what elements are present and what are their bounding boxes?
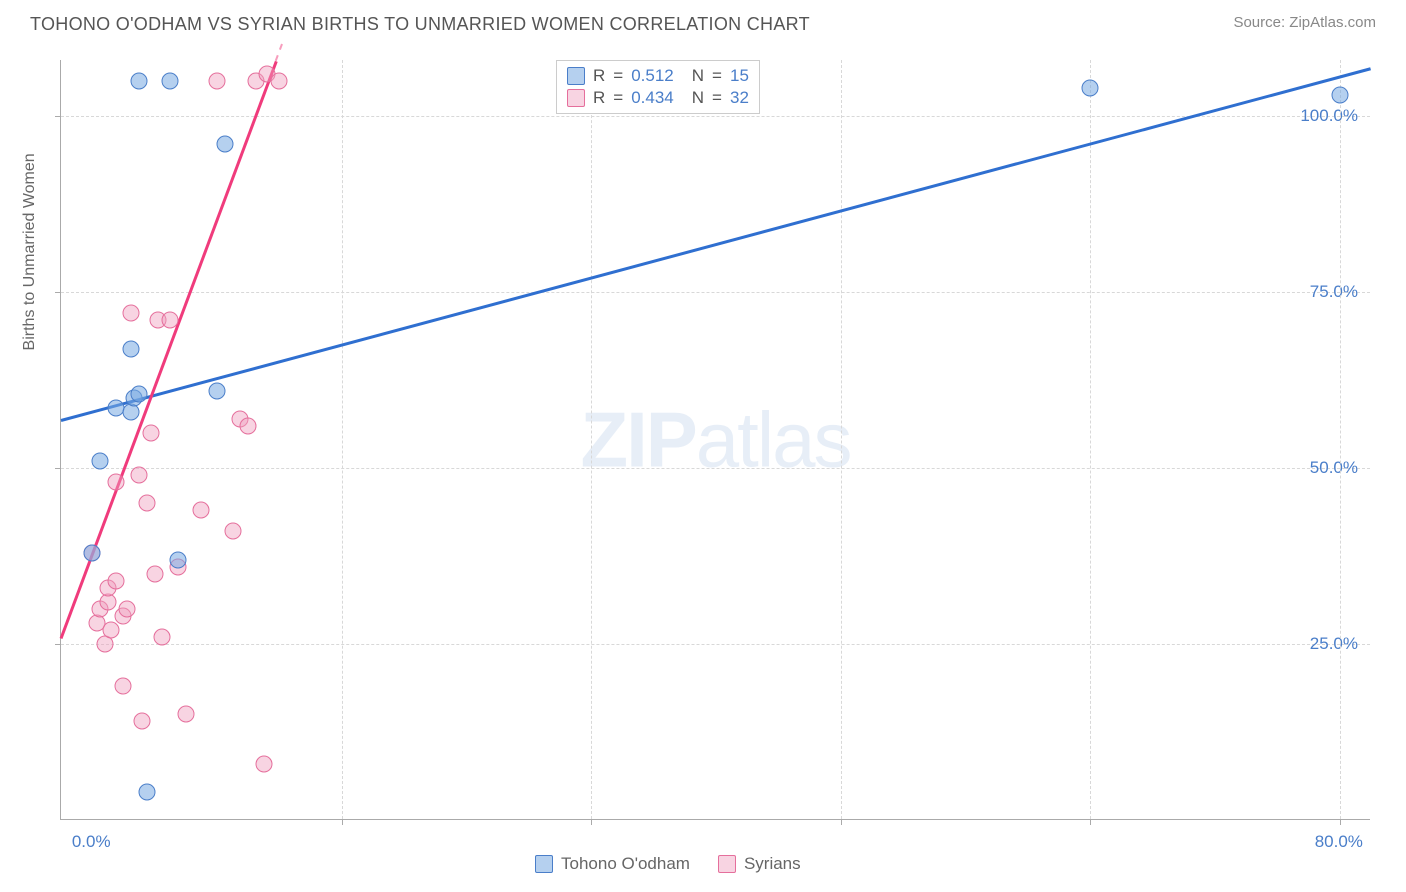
data-point (123, 305, 140, 322)
stats-row-pink: R= 0.434 N= 32 (567, 87, 749, 109)
data-point (107, 572, 124, 589)
stats-legend-box: R= 0.512 N= 15 R= 0.434 N= 32 (556, 60, 760, 114)
data-point (216, 136, 233, 153)
legend-label-blue: Tohono O'odham (561, 854, 690, 874)
data-point (143, 424, 160, 441)
legend-label-pink: Syrians (744, 854, 801, 874)
watermark: ZIPatlas (580, 394, 850, 485)
y-axis-label: Births to Unmarried Women (21, 153, 39, 350)
data-point (107, 400, 124, 417)
data-point (193, 502, 210, 519)
gridline-h (61, 644, 1370, 645)
data-point (154, 629, 171, 646)
source-label: Source: ZipAtlas.com (1233, 14, 1376, 31)
data-point (271, 73, 288, 90)
data-point (130, 386, 147, 403)
chart-title: TOHONO O'ODHAM VS SYRIAN BIRTHS TO UNMAR… (30, 14, 810, 35)
data-point (177, 706, 194, 723)
data-point (208, 73, 225, 90)
bottom-legend: Tohono O'odham Syrians (535, 854, 801, 874)
pink-r-value: 0.434 (631, 88, 674, 108)
data-point (130, 467, 147, 484)
xtick-label: 80.0% (1315, 832, 1363, 852)
gridline-h (61, 292, 1370, 293)
regression-line-dashed (275, 44, 283, 61)
ytick-label: 50.0% (1310, 458, 1358, 478)
xtick-label: 0.0% (72, 832, 111, 852)
gridline-v (342, 60, 343, 819)
data-point (138, 783, 155, 800)
swatch-blue-icon (535, 855, 553, 873)
data-point (134, 713, 151, 730)
data-point (130, 73, 147, 90)
blue-r-value: 0.512 (631, 66, 674, 86)
pink-n-value: 32 (730, 88, 749, 108)
data-point (123, 340, 140, 357)
legend-item-blue: Tohono O'odham (535, 854, 690, 874)
data-point (84, 544, 101, 561)
data-point (115, 678, 132, 695)
data-point (240, 417, 257, 434)
gridline-v (1090, 60, 1091, 819)
data-point (255, 755, 272, 772)
data-point (1331, 87, 1348, 104)
gridline-v (1340, 60, 1341, 819)
blue-n-value: 15 (730, 66, 749, 86)
swatch-pink-icon (567, 89, 585, 107)
data-point (208, 382, 225, 399)
data-point (102, 622, 119, 639)
legend-item-pink: Syrians (718, 854, 801, 874)
gridline-v (841, 60, 842, 819)
data-point (118, 600, 135, 617)
gridline-v (591, 60, 592, 819)
data-point (107, 474, 124, 491)
data-point (1082, 80, 1099, 97)
data-point (162, 73, 179, 90)
gridline-h (61, 468, 1370, 469)
ytick-label: 100.0% (1300, 106, 1358, 126)
data-point (138, 495, 155, 512)
swatch-blue-icon (567, 67, 585, 85)
regression-line (61, 67, 1372, 422)
chart-plot-area: ZIPatlas R= 0.512 N= 15 R= 0.434 N= 32 2… (60, 60, 1370, 820)
ytick-label: 25.0% (1310, 634, 1358, 654)
data-point (162, 312, 179, 329)
stats-row-blue: R= 0.512 N= 15 (567, 65, 749, 87)
data-point (146, 565, 163, 582)
data-point (91, 453, 108, 470)
data-point (169, 551, 186, 568)
data-point (224, 523, 241, 540)
swatch-pink-icon (718, 855, 736, 873)
ytick-label: 75.0% (1310, 282, 1358, 302)
